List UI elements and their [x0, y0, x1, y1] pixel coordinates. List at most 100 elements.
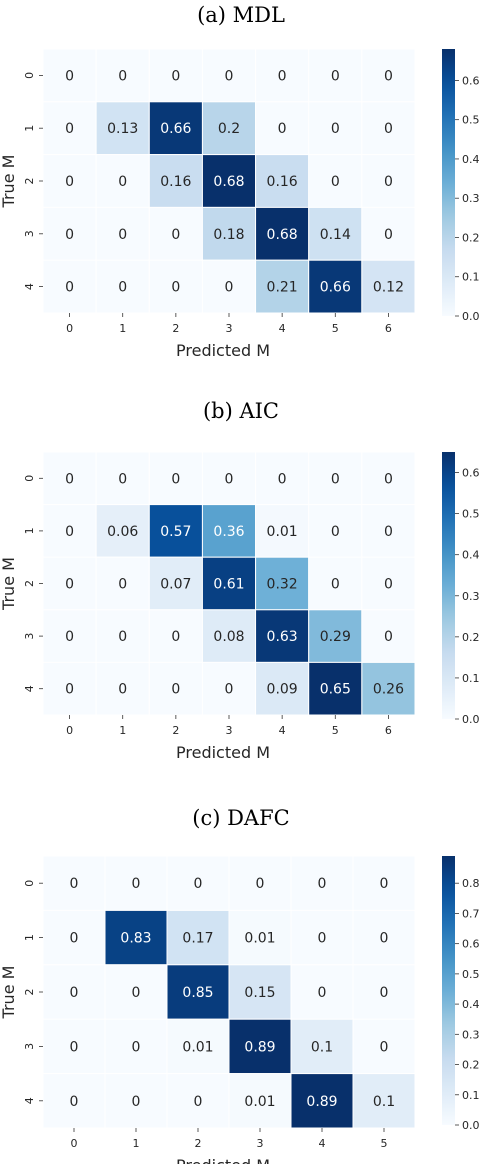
cell-value-label: 0.26	[373, 682, 404, 698]
cell-value-label: 0.66	[160, 121, 191, 137]
heatmap-cell	[201, 451, 257, 506]
heatmap-cell	[42, 964, 106, 1020]
y-tick-label: 2	[23, 989, 36, 996]
y-tick-label: 2	[23, 178, 36, 185]
cell-value-label: 0	[384, 577, 393, 593]
heatmap-cell	[352, 1073, 416, 1129]
heatmap-cell	[361, 609, 416, 663]
x-tick-label: 5	[332, 322, 339, 335]
cell-value-label: 0	[225, 682, 234, 698]
cell-value-label: 0	[278, 471, 287, 487]
heatmap-cell	[255, 101, 310, 156]
heatmap-cell	[148, 451, 203, 506]
cell-value-label: 0	[225, 471, 234, 487]
cell-value-label: 0.13	[107, 121, 138, 137]
cell-value-label: 0	[65, 682, 74, 698]
colorbar-tick-label: 0.2	[462, 1059, 480, 1072]
heatmap-cell	[148, 101, 203, 156]
heatmap-cell	[148, 609, 203, 663]
heatmap-cell	[361, 556, 416, 611]
colorbar	[442, 856, 455, 1125]
cell-value-label: 0.85	[182, 985, 213, 1001]
x-tick-label: 0	[71, 1137, 78, 1150]
cell-value-label: 0	[380, 876, 389, 892]
cell-value-label: 0	[171, 682, 180, 698]
cell-value-label: 0	[318, 985, 327, 1001]
x-tick-label: 0	[66, 322, 73, 335]
cell-value-label: 0	[118, 629, 127, 645]
heatmap-cell	[201, 504, 257, 558]
cell-value-label: 0	[70, 876, 79, 892]
colorbar-tick-label: 0.2	[462, 631, 480, 644]
heatmap-cell	[148, 259, 203, 314]
cell-value-label: 0	[118, 682, 127, 698]
heatmap-cell	[148, 48, 203, 103]
cell-value-label: 0	[384, 471, 393, 487]
cell-value-label: 0	[171, 280, 180, 296]
heatmap-cell	[290, 1073, 354, 1129]
cell-value-label: 0	[132, 985, 141, 1001]
heatmap-cell	[201, 154, 257, 208]
heatmap-cell	[352, 855, 416, 911]
cell-value-label: 0.68	[267, 227, 298, 243]
colorbar-tick-label: 0.4	[462, 998, 480, 1011]
cell-value-label: 0.01	[244, 931, 275, 947]
cell-value-label: 0	[65, 227, 74, 243]
x-tick-label: 2	[172, 724, 179, 737]
cell-value-label: 0	[225, 280, 234, 296]
panel-title: (b) AIC	[203, 399, 279, 423]
heatmap-cell	[42, 1073, 106, 1129]
panel-title: (c) DAFC	[192, 806, 289, 830]
heatmap-cell	[95, 609, 150, 663]
cell-value-label: 0.06	[107, 524, 138, 540]
heatmap-cell	[42, 48, 97, 103]
heatmap-cell	[308, 48, 363, 103]
heatmap-cell	[361, 504, 416, 558]
colorbar-tick-label: 0.0	[462, 310, 480, 323]
y-axis-label: True M	[0, 155, 18, 209]
cell-value-label: 0	[65, 629, 74, 645]
colorbar-tick-label: 0.0	[462, 713, 480, 726]
y-tick-label: 3	[23, 633, 36, 640]
heatmap-cell	[308, 206, 363, 261]
cell-value-label: 0	[65, 577, 74, 593]
heatmap-cell	[308, 661, 363, 716]
x-tick-label: 4	[279, 724, 286, 737]
cell-value-label: 0.08	[213, 629, 244, 645]
heatmap-cell	[290, 855, 354, 911]
cell-value-label: 0	[118, 280, 127, 296]
cell-value-label: 0.01	[244, 1094, 275, 1110]
cell-value-label: 0	[65, 121, 74, 137]
colorbar-tick-label: 0.5	[462, 114, 480, 127]
x-tick-label: 2	[172, 322, 179, 335]
cell-value-label: 0	[194, 1094, 203, 1110]
heatmap-cell	[42, 855, 106, 911]
colorbar-tick-label: 0.7	[462, 907, 480, 920]
heatmap-cell	[166, 1073, 230, 1129]
heatmap-cell	[201, 206, 257, 261]
heatmap-cell	[361, 206, 416, 261]
heatmap-cell	[228, 855, 292, 911]
heatmap-cell	[95, 48, 150, 103]
cell-value-label: 0.01	[182, 1039, 213, 1055]
colorbar-tick-label: 0.3	[462, 590, 480, 603]
cell-value-label: 0.15	[244, 985, 275, 1001]
cell-value-label: 0	[65, 471, 74, 487]
cell-value-label: 0	[380, 985, 389, 1001]
cell-value-label: 0.09	[267, 682, 298, 698]
heatmap-cell	[228, 1018, 292, 1075]
x-axis-label: Predicted M	[176, 1156, 270, 1164]
cell-value-label: 0	[318, 931, 327, 947]
x-tick-label: 1	[133, 1137, 140, 1150]
cell-value-label: 0	[331, 524, 340, 540]
cell-value-label: 0.21	[267, 280, 298, 296]
cell-value-label: 0.66	[320, 280, 351, 296]
x-tick-label: 1	[119, 322, 126, 335]
heatmap-cell	[361, 101, 416, 156]
x-tick-label: 6	[385, 322, 392, 335]
colorbar-tick-label: 0.6	[462, 74, 480, 87]
cell-value-label: 0	[171, 227, 180, 243]
heatmap-cell	[148, 556, 203, 611]
cell-value-label: 0.32	[267, 577, 298, 593]
cell-value-label: 0	[331, 471, 340, 487]
